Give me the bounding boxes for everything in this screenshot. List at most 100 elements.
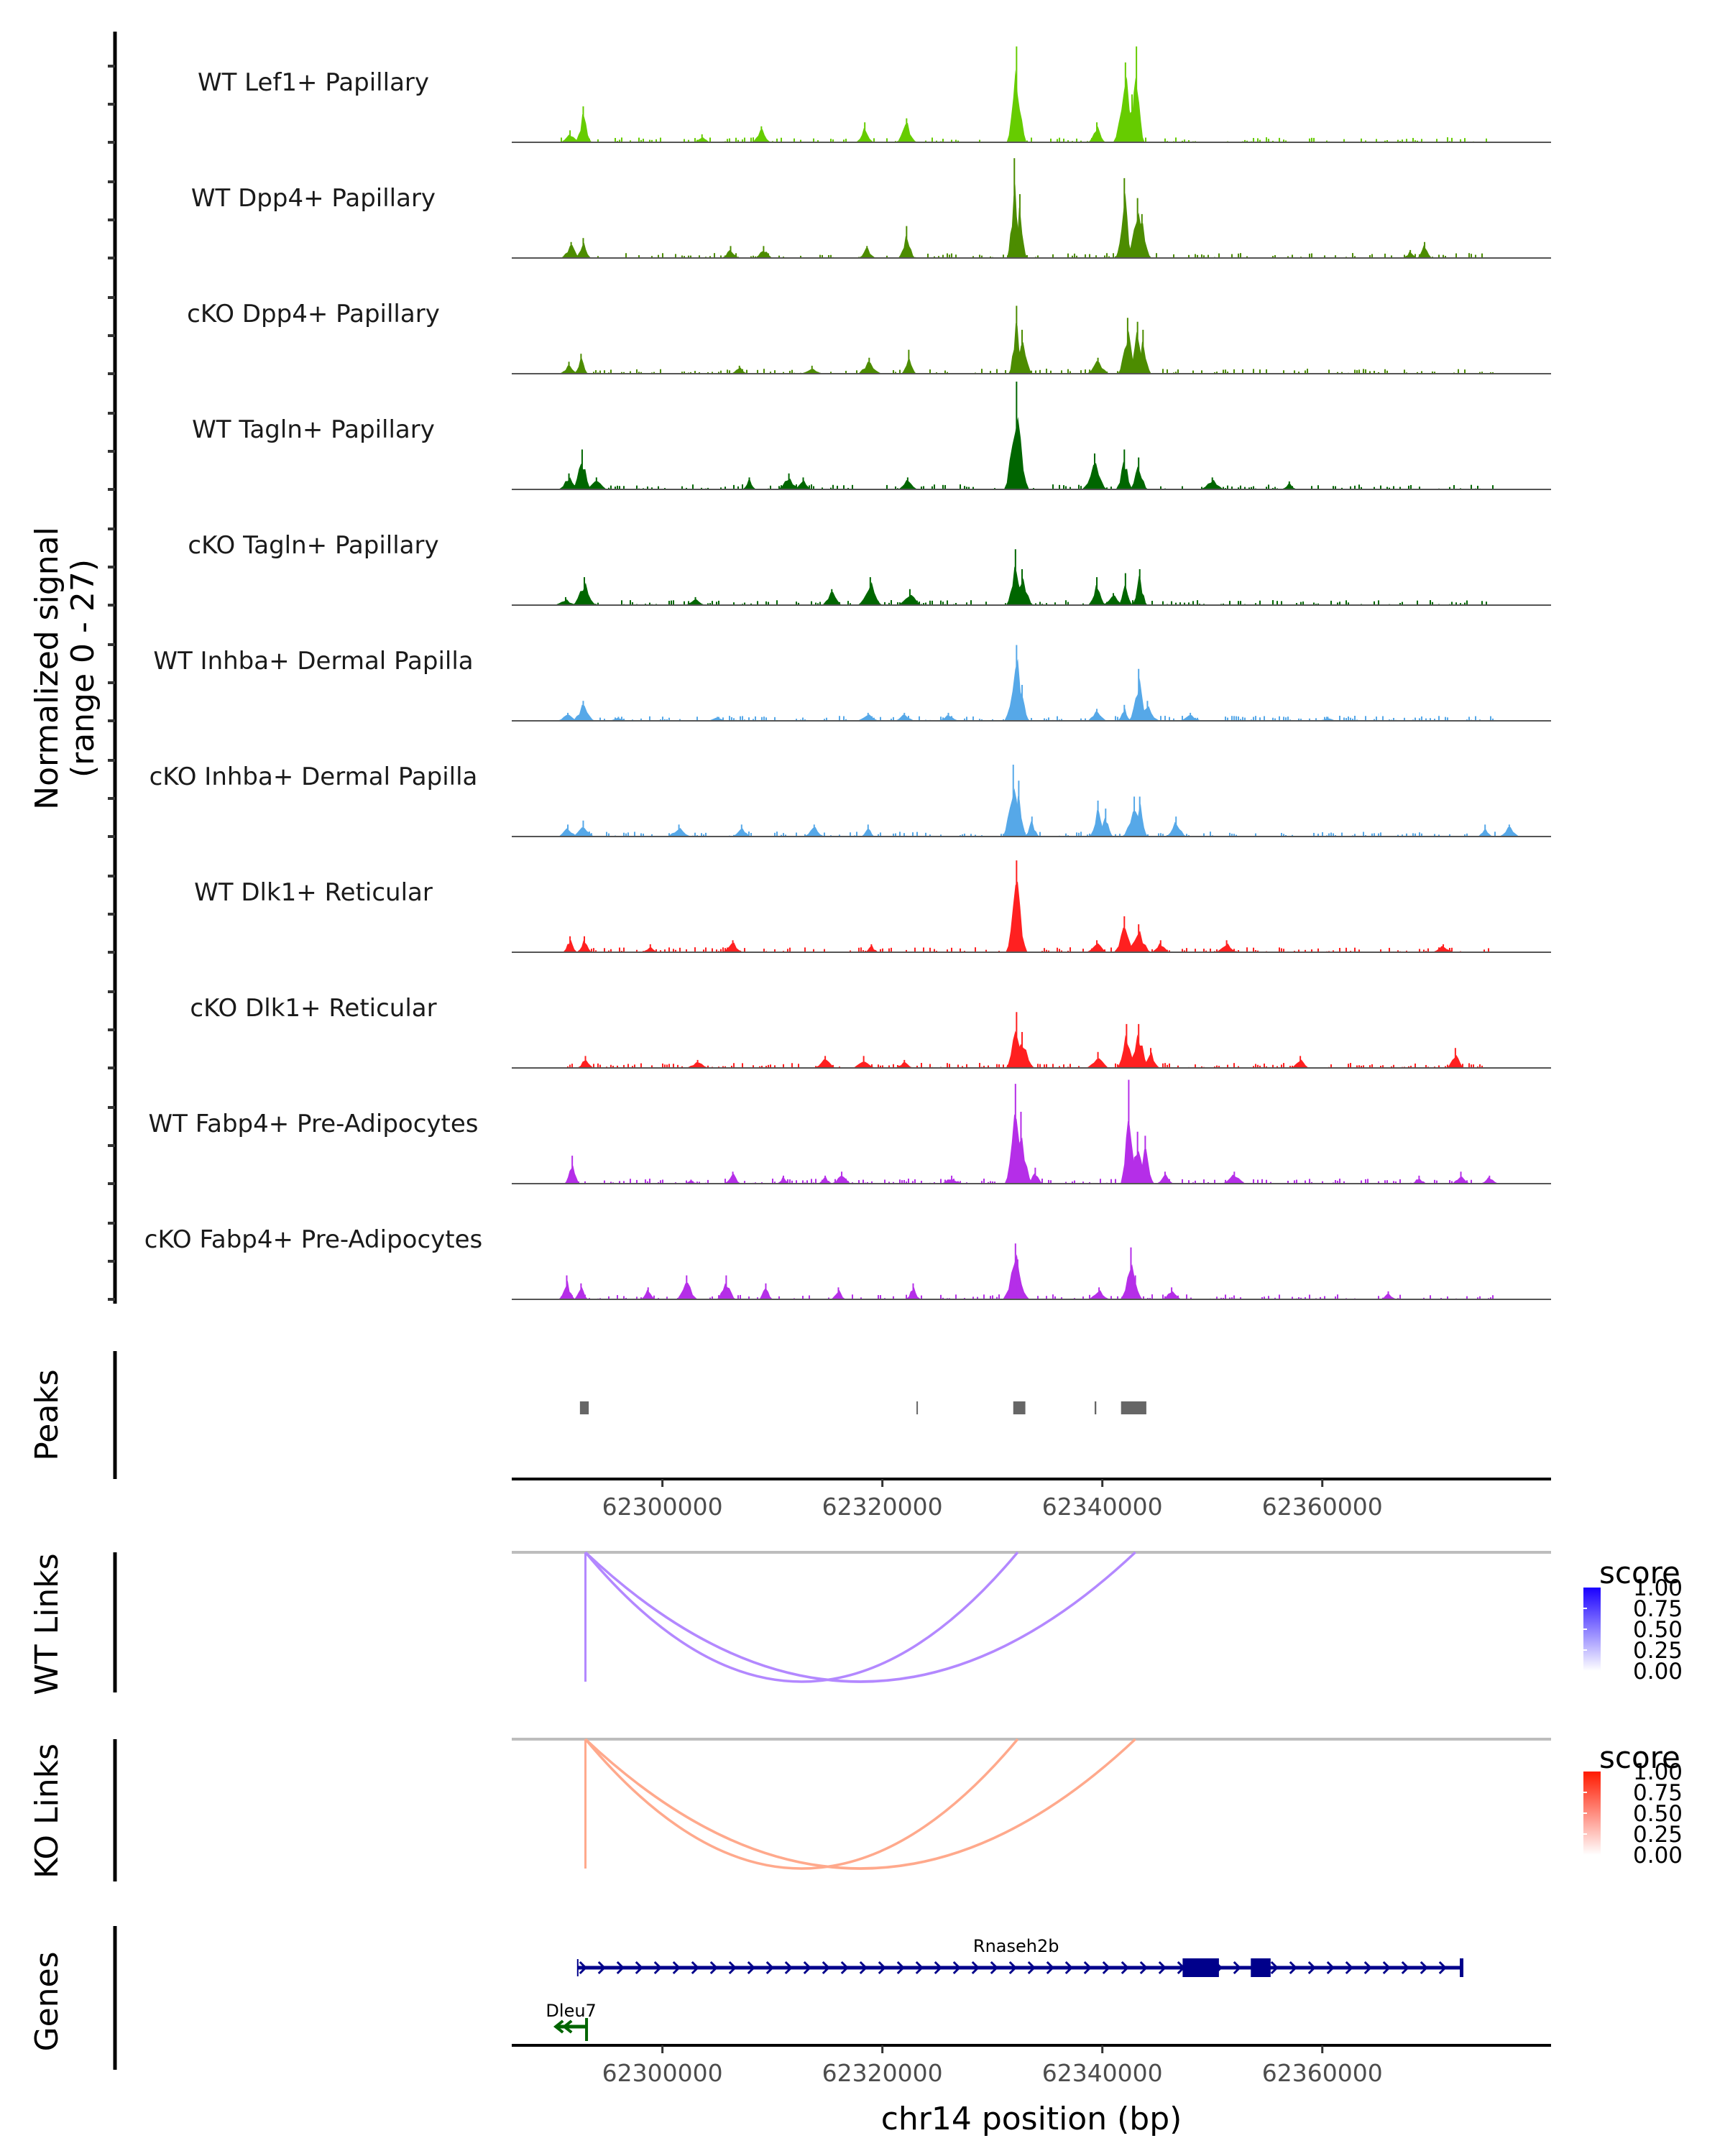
coverage-bar [1378, 1296, 1379, 1299]
coverage-bar [681, 255, 683, 258]
strand-arrow-icon [597, 1961, 606, 1975]
coverage-bar [1065, 1181, 1067, 1184]
coverage-bar [1397, 139, 1399, 142]
coverage-bar [1479, 1064, 1481, 1068]
coverage-bar [789, 1179, 791, 1184]
coverage-bar [1339, 1179, 1340, 1184]
coverage-bar [817, 140, 819, 142]
coverage-bar [595, 950, 597, 952]
coverage-bar [599, 370, 601, 374]
coverage-bar [1059, 949, 1060, 952]
coverage-track: WT Dlk1+ Reticular [194, 860, 1551, 953]
coverage-bar [1285, 140, 1287, 142]
coverage-bar [1492, 718, 1494, 721]
coverage-bar [979, 139, 980, 142]
coverage-bar [858, 947, 860, 952]
coverage-bar [1399, 487, 1401, 489]
coverage-bar [1380, 832, 1381, 837]
coverage-bar [774, 1065, 776, 1068]
coverage-bar [750, 256, 752, 258]
coverage-bar [1266, 369, 1267, 374]
coverage-bar [832, 139, 834, 142]
coverage-bar [947, 1063, 948, 1068]
coverage-bar [1339, 948, 1340, 952]
coverage-bar [731, 1065, 732, 1068]
coverage-bar [1059, 484, 1060, 489]
coverage-bar [1070, 487, 1071, 489]
gene-label: Dleu7 [546, 2001, 596, 2021]
coverage-bar [664, 1064, 666, 1068]
coverage-bar [839, 716, 840, 721]
coverage-bar [886, 484, 888, 489]
coverage-bar [778, 1296, 780, 1299]
coverage-bar [668, 1064, 670, 1068]
coverage-bar [1162, 601, 1164, 605]
coverage-bar [1031, 137, 1032, 142]
coverage-bar [882, 948, 883, 952]
coverage-bar [1264, 1296, 1265, 1299]
coverage-bar [1046, 949, 1047, 952]
coverage-bar [1216, 1296, 1218, 1299]
peak-region [579, 1401, 589, 1414]
strand-arrow-icon [952, 1961, 961, 1975]
ko-links-title: KO Links [29, 1743, 65, 1879]
coverage-bar [830, 487, 832, 489]
coverage-bar [712, 372, 713, 374]
coverage-bar [1363, 369, 1364, 374]
coverage-bar [1475, 716, 1476, 721]
coverage-bar [947, 600, 948, 605]
coverage-bar [1492, 485, 1494, 489]
ko-score-legend: score 1.000.750.500.250.00 [1583, 1740, 1683, 1869]
coverage-bar [1039, 602, 1041, 605]
coverage-bar [871, 1064, 873, 1068]
coverage-bar [1309, 138, 1310, 142]
coverage-bar [800, 255, 801, 258]
coverage-bar [733, 484, 735, 489]
coverage-bar [1468, 253, 1470, 258]
coverage-bar [684, 256, 685, 258]
coverage-bar [774, 370, 776, 374]
coverage-bar [1244, 487, 1246, 489]
peak-region [916, 1401, 919, 1414]
coverage-bar [1410, 484, 1412, 489]
coverage-bar [690, 255, 691, 258]
coverage-bar [1352, 253, 1353, 258]
coverage-bar [1080, 486, 1082, 489]
coverage-bar [610, 949, 612, 952]
coverage-bar [1365, 369, 1366, 374]
coverage-bar [972, 487, 974, 489]
coverage-bar [1438, 254, 1440, 258]
coverage-bar [1393, 717, 1394, 721]
coverage-bar [1246, 947, 1248, 952]
coverage-bar [1460, 139, 1461, 142]
coverage-bar [606, 831, 607, 837]
coverage-track: cKO Dlk1+ Reticular [190, 994, 1551, 1069]
coverage-bar [584, 1181, 586, 1184]
coverage-bar [619, 1181, 620, 1184]
coverage-bar [1272, 1064, 1274, 1068]
coverage-bar [994, 1181, 995, 1184]
coverage-bar [1257, 1064, 1259, 1068]
coverage-bar [1369, 371, 1371, 374]
coverage-bar [1361, 1065, 1362, 1068]
coverage-bar [1486, 602, 1487, 605]
coverage-bar [694, 371, 696, 374]
coverage-bar [1494, 831, 1496, 837]
coverage-bar [1225, 1179, 1226, 1184]
coverage-bar [1417, 600, 1418, 605]
coverage-bar [865, 950, 866, 952]
coverage-bar [1190, 1297, 1192, 1299]
coverage-bar [1438, 716, 1440, 721]
coverage-bar [862, 950, 864, 952]
coverage-bar [1110, 1296, 1112, 1299]
coverage-bar [621, 717, 622, 721]
coverage-bar [1313, 137, 1315, 142]
strand-arrow-icon [878, 1961, 886, 1975]
coverage-bar [1037, 255, 1039, 258]
strand-arrow-icon [1345, 1961, 1353, 1975]
coverage-bar [765, 1066, 767, 1068]
coverage-bar [1164, 1063, 1166, 1068]
coverage-bar [640, 833, 642, 837]
coverage-bar [671, 600, 672, 605]
coverage-bar [960, 1181, 961, 1184]
